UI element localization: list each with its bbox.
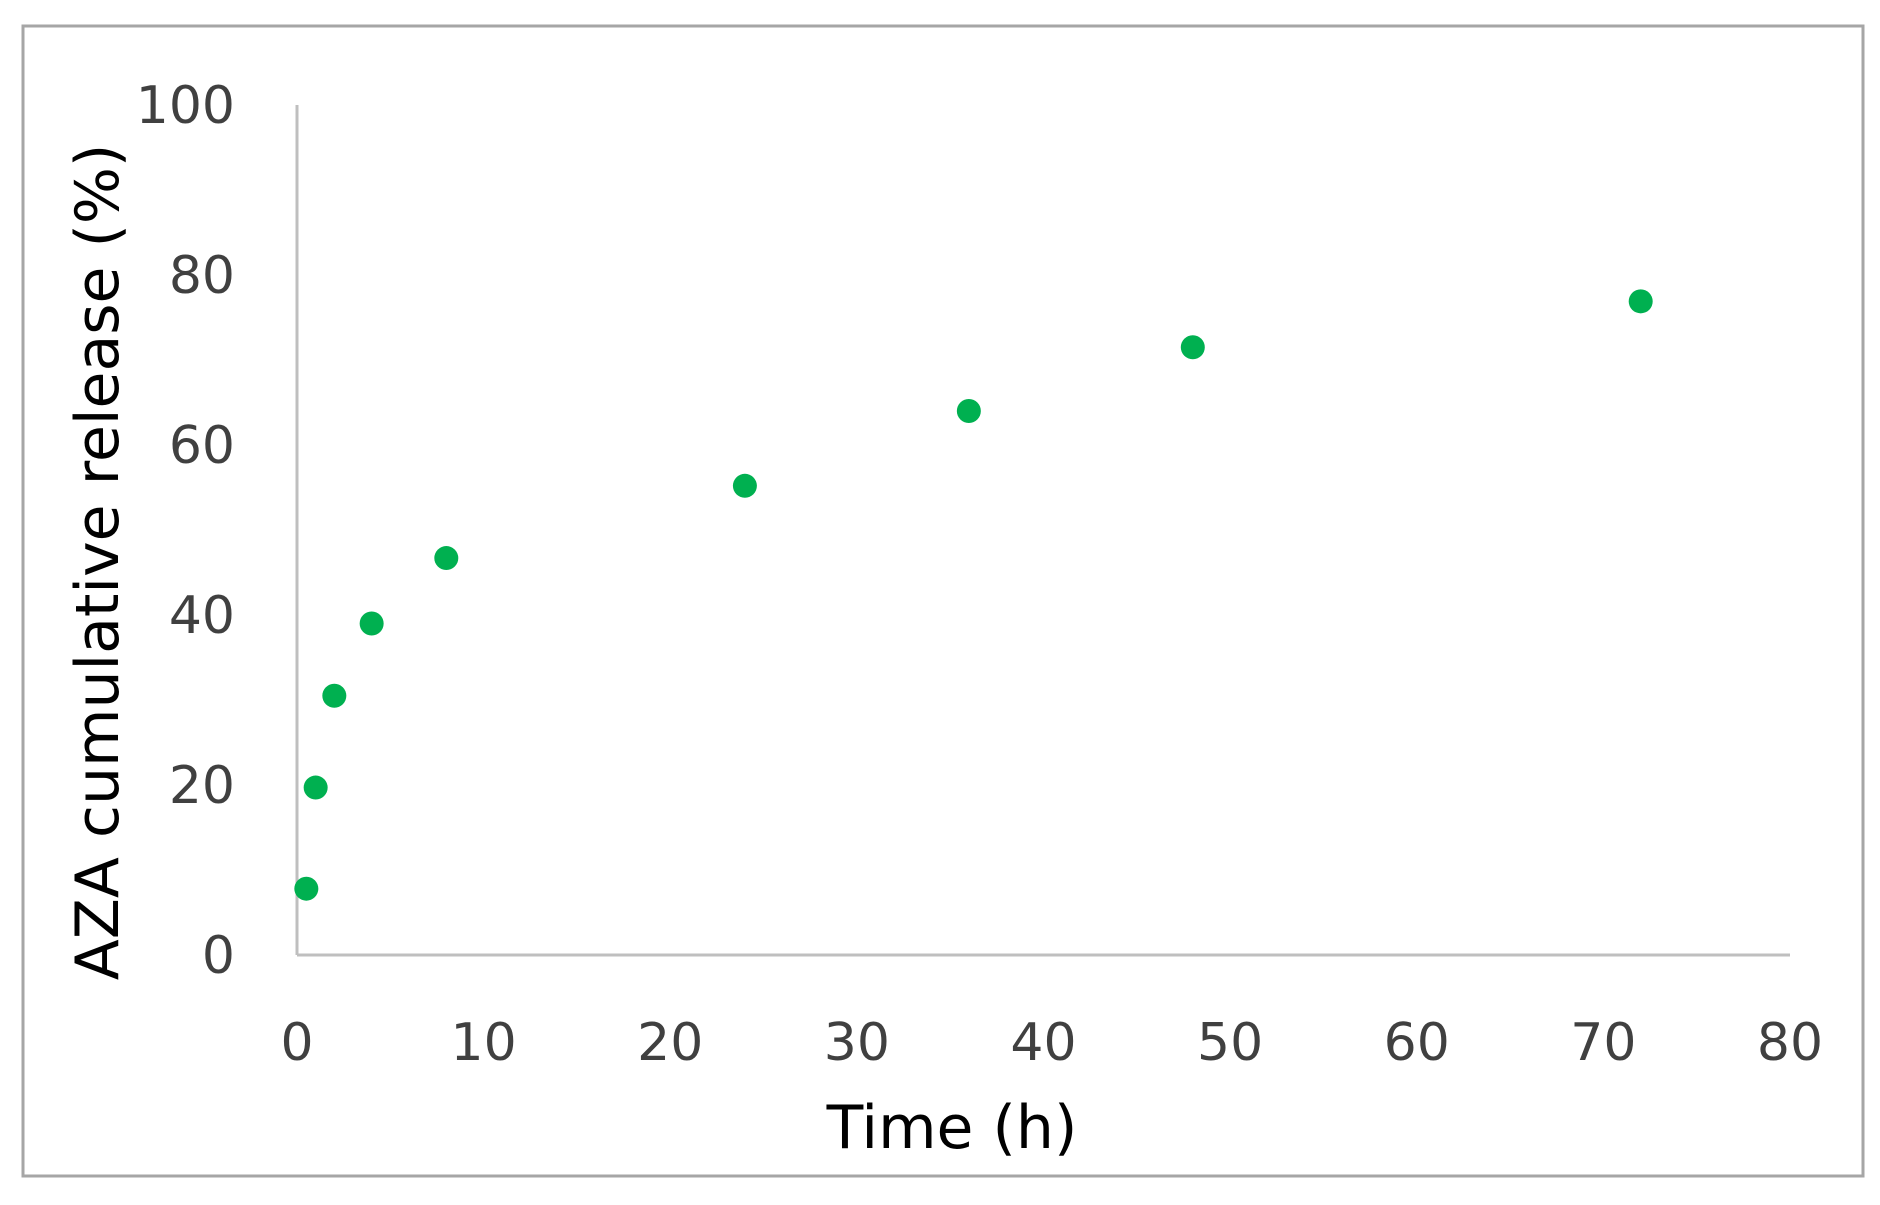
y-axis-title: AZA cumulative release (%) xyxy=(63,144,133,981)
y-tick-label: 100 xyxy=(136,76,235,136)
x-axis-title: Time (h) xyxy=(826,1093,1078,1163)
data-points xyxy=(294,289,1653,901)
data-point xyxy=(1180,335,1205,360)
y-tick-label: 40 xyxy=(169,586,235,646)
x-tick-label: 50 xyxy=(1197,1013,1263,1073)
chart-frame xyxy=(21,24,1865,1178)
axes xyxy=(295,105,1790,957)
data-point xyxy=(294,876,319,901)
data-point xyxy=(359,611,384,636)
y-tick-label: 60 xyxy=(169,416,235,476)
data-point xyxy=(956,399,981,423)
data-point xyxy=(303,775,328,800)
x-tick-label: 70 xyxy=(1570,1013,1636,1073)
data-point xyxy=(322,683,347,708)
y-tick-label: 20 xyxy=(169,756,235,816)
tick-labels: 0 10 20 30 40 50 60 70 80 0 20 40 60 80 100 xyxy=(136,76,1823,1073)
x-tick-label: 80 xyxy=(1757,1013,1823,1073)
x-tick-label: 0 xyxy=(280,1013,313,1073)
x-tick-label: 10 xyxy=(451,1013,517,1073)
x-tick-label: 40 xyxy=(1010,1013,1076,1073)
y-tick-label: 80 xyxy=(169,246,235,306)
x-tick-label: 60 xyxy=(1384,1013,1450,1073)
data-point xyxy=(434,546,459,571)
data-point xyxy=(1628,289,1653,314)
x-tick-label: 30 xyxy=(824,1013,890,1073)
x-tick-label: 20 xyxy=(637,1013,703,1073)
data-point xyxy=(732,473,757,498)
y-tick-label: 0 xyxy=(202,926,235,986)
